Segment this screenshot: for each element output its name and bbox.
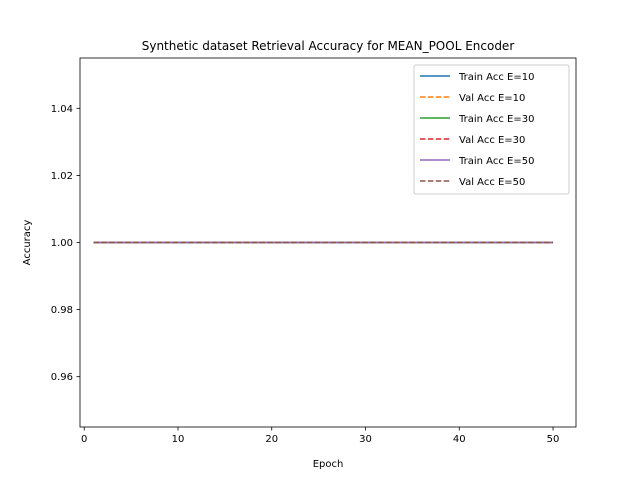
x-axis: 0 10 20 30 40 50 (81, 427, 559, 445)
y-axis-label: Accuracy (22, 220, 33, 266)
y-axis: 0.96 0.98 1.00 1.02 1.04 (51, 104, 80, 383)
y-tick-label: 0.98 (51, 305, 73, 316)
y-tick-label: 1.02 (51, 171, 73, 182)
legend-entry-label: Train Acc E=50 (458, 156, 534, 167)
x-tick-label: 20 (265, 434, 278, 445)
x-tick-label: 10 (172, 434, 185, 445)
x-tick-label: 50 (547, 434, 560, 445)
x-tick-label: 30 (359, 434, 372, 445)
y-tick-label: 1.00 (51, 238, 73, 249)
legend-entry-label: Val Acc E=30 (459, 135, 525, 146)
x-tick-label: 0 (81, 434, 87, 445)
legend-entry-label: Val Acc E=50 (459, 177, 525, 188)
legend: Train Acc E=10 Val Acc E=10 Train Acc E=30… (413, 64, 570, 195)
x-axis-label: Epoch (313, 459, 344, 470)
x-tick-label: 40 (453, 434, 466, 445)
y-tick-label: 1.04 (51, 104, 73, 115)
legend-entry-label: Train Acc E=10 (458, 72, 534, 83)
chart-title: Synthetic dataset Retrieval Accuracy for… (142, 39, 515, 53)
legend-entry-label: Val Acc E=10 (459, 93, 525, 104)
y-tick-label: 0.96 (51, 372, 73, 383)
legend-entry-label: Train Acc E=30 (458, 114, 534, 125)
legend-box (413, 64, 570, 195)
